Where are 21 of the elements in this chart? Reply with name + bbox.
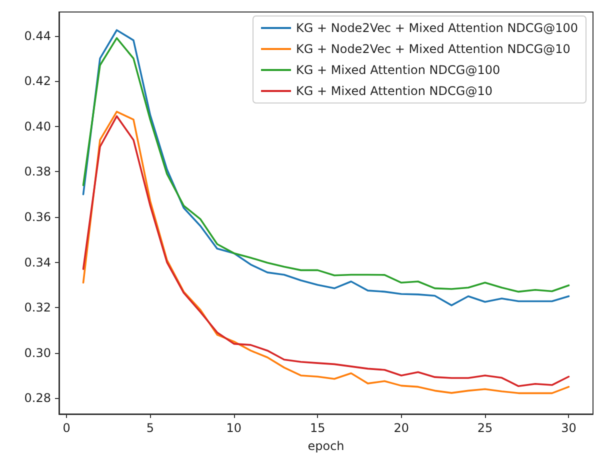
legend-label: KG + Mixed Attention NDCG@100 [296, 63, 500, 77]
x-tick-label: 30 [561, 421, 576, 435]
legend-label: KG + Node2Vec + Mixed Attention NDCG@100 [296, 21, 578, 35]
x-tick-label: 5 [146, 421, 154, 435]
x-tick-label: 20 [394, 421, 409, 435]
x-tick-label: 10 [226, 421, 242, 435]
legend-label: KG + Mixed Attention NDCG@10 [296, 84, 492, 98]
y-tick-label: 0.34 [24, 255, 51, 270]
y-tick-label: 0.28 [24, 391, 51, 406]
x-tick-label: 25 [477, 421, 493, 435]
legend-label: KG + Node2Vec + Mixed Attention NDCG@10 [296, 42, 570, 56]
x-axis-title: epoch [308, 439, 344, 453]
x-tick-label: 15 [310, 421, 326, 435]
y-tick-label: 0.42 [24, 74, 51, 88]
y-tick-label: 0.44 [24, 28, 51, 43]
x-tick-label: 0 [62, 421, 70, 435]
y-tick-label: 0.30 [24, 346, 51, 360]
y-tick-label: 0.36 [24, 210, 51, 224]
y-tick-label: 0.32 [24, 300, 51, 315]
y-tick-label: 0.38 [24, 164, 51, 179]
y-tick-label: 0.40 [24, 119, 51, 134]
